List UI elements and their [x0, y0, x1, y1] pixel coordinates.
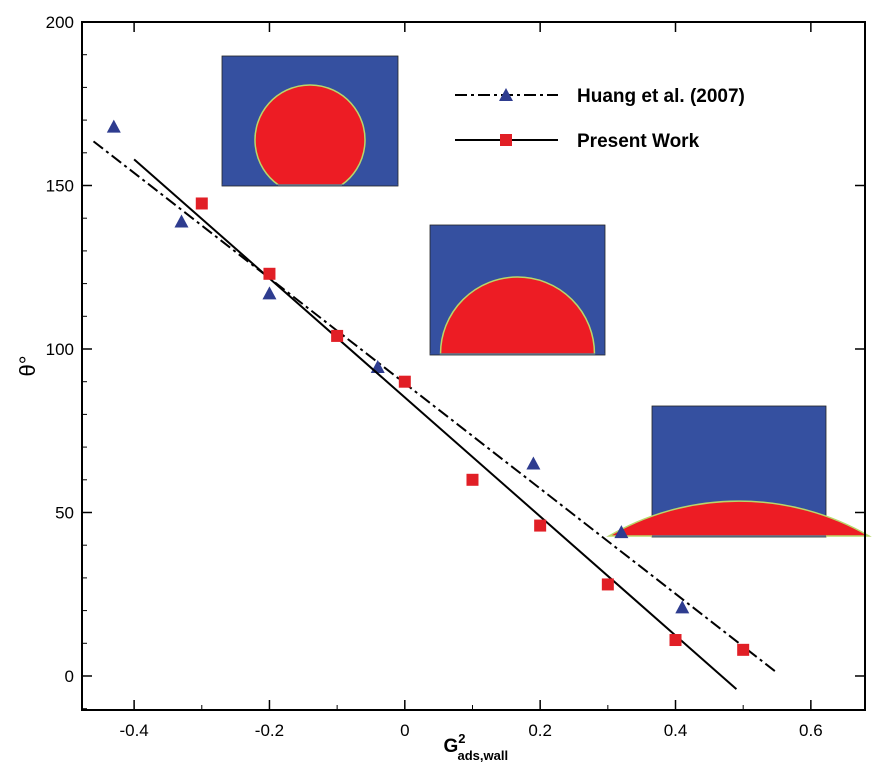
x-tick-label: -0.4	[119, 721, 148, 740]
y-tick-label: 100	[46, 340, 74, 359]
data-point	[331, 329, 344, 342]
plot-frame	[81, 21, 866, 711]
x-tick-label: 0	[400, 721, 409, 740]
x-axis-label-sup: 2	[458, 731, 465, 746]
legend-entry: Huang et al. (2007)	[455, 86, 745, 107]
y-tick-label: 200	[46, 13, 74, 32]
fit-line	[133, 158, 738, 690]
data-point	[106, 119, 121, 133]
droplet	[439, 276, 596, 355]
data-point	[614, 525, 629, 539]
data-point	[174, 214, 189, 228]
droplet-inset	[221, 55, 399, 187]
y-tick-label: 150	[46, 176, 74, 195]
legend-marker	[500, 134, 512, 146]
data-point	[601, 578, 614, 591]
droplet	[254, 84, 366, 186]
series-square	[133, 158, 750, 690]
y-tick-label: 0	[65, 667, 74, 686]
x-axis-label: G2 ads,wall	[444, 731, 509, 763]
y-tick-label: 50	[55, 503, 74, 522]
droplet-inset	[429, 224, 606, 356]
legend-entry: Present Work	[455, 131, 700, 152]
x-tick-label: 0.6	[799, 721, 823, 740]
data-point	[195, 197, 208, 210]
legend-label: Present Work	[577, 131, 700, 152]
data-point	[675, 600, 690, 614]
data-point	[669, 634, 682, 647]
data-point	[526, 456, 541, 470]
x-tick-label: 0.4	[664, 721, 688, 740]
y-axis-label: θ°	[15, 355, 40, 376]
x-tick-label: 0.2	[528, 721, 552, 740]
data-point	[737, 643, 750, 656]
legend-marker	[499, 88, 513, 101]
data-point	[370, 359, 385, 373]
data-point	[466, 473, 479, 486]
data-point	[262, 286, 277, 300]
x-axis-label-sub: ads,wall	[458, 748, 509, 763]
droplet-inset	[606, 405, 872, 538]
droplet	[606, 500, 872, 537]
data-point	[534, 519, 547, 532]
fit-line	[92, 140, 778, 674]
x-tick-label: -0.2	[255, 721, 284, 740]
data-point	[263, 267, 276, 280]
legend-label: Huang et al. (2007)	[577, 86, 745, 107]
data-point	[398, 375, 411, 388]
